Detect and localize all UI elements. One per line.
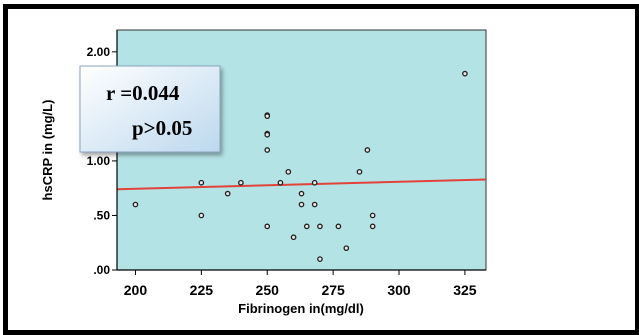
x-tick-label: 250 [256,282,280,298]
data-point [277,179,284,186]
data-point [303,223,310,230]
data-point [264,131,271,138]
data-point [264,147,271,153]
data-point [335,223,342,230]
data-point [311,201,318,208]
x-axis-title: Fibrinogen in(mg/dl) [238,301,364,316]
correlation-annotation: r =0.044 p>0.05 [79,65,221,153]
annotation-p-value: p>0.05 [132,116,192,140]
annotation-r-value: r =0.044 [106,81,180,105]
data-point [311,179,318,186]
data-point [238,179,244,186]
data-points [132,70,468,262]
data-point [198,212,205,219]
data-point [462,70,468,77]
data-point [356,168,363,175]
y-tick-label: 2.00 [87,45,111,59]
annotation-box [79,65,221,153]
x-tick-label: 200 [124,282,148,298]
x-tick-label: 275 [321,282,345,298]
data-point [285,168,292,175]
data-point [369,223,376,230]
x-tick-label: 300 [387,282,411,298]
y-tick-label: .00 [93,263,110,277]
data-point [224,190,231,197]
data-point [264,223,271,230]
data-point [132,201,139,208]
x-tick-label: 325 [453,282,477,298]
data-point [298,190,305,197]
x-tick-label: 225 [190,282,214,298]
fit-line-group [116,178,487,191]
y-tick-label: .50 [93,208,110,222]
y-tick-label: 1.00 [87,154,111,168]
y-axis-title: hsCRP in (mg/L) [40,100,55,201]
data-point [369,212,376,219]
data-point [290,234,297,241]
regression-line [116,178,487,191]
data-point [198,179,205,186]
data-point [317,223,323,230]
data-point [364,147,371,153]
x-ticks: 200 225 250 275 300 325 [124,270,477,298]
data-point [298,201,305,208]
data-point [317,256,323,262]
data-point [264,113,271,120]
data-point [343,245,350,252]
